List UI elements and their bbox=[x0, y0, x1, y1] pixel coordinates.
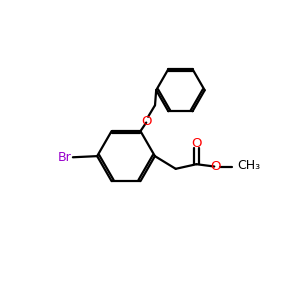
Text: Br: Br bbox=[58, 151, 71, 164]
Text: CH₃: CH₃ bbox=[237, 159, 260, 172]
Text: O: O bbox=[191, 137, 202, 150]
Text: O: O bbox=[210, 160, 221, 173]
Text: O: O bbox=[142, 115, 152, 128]
